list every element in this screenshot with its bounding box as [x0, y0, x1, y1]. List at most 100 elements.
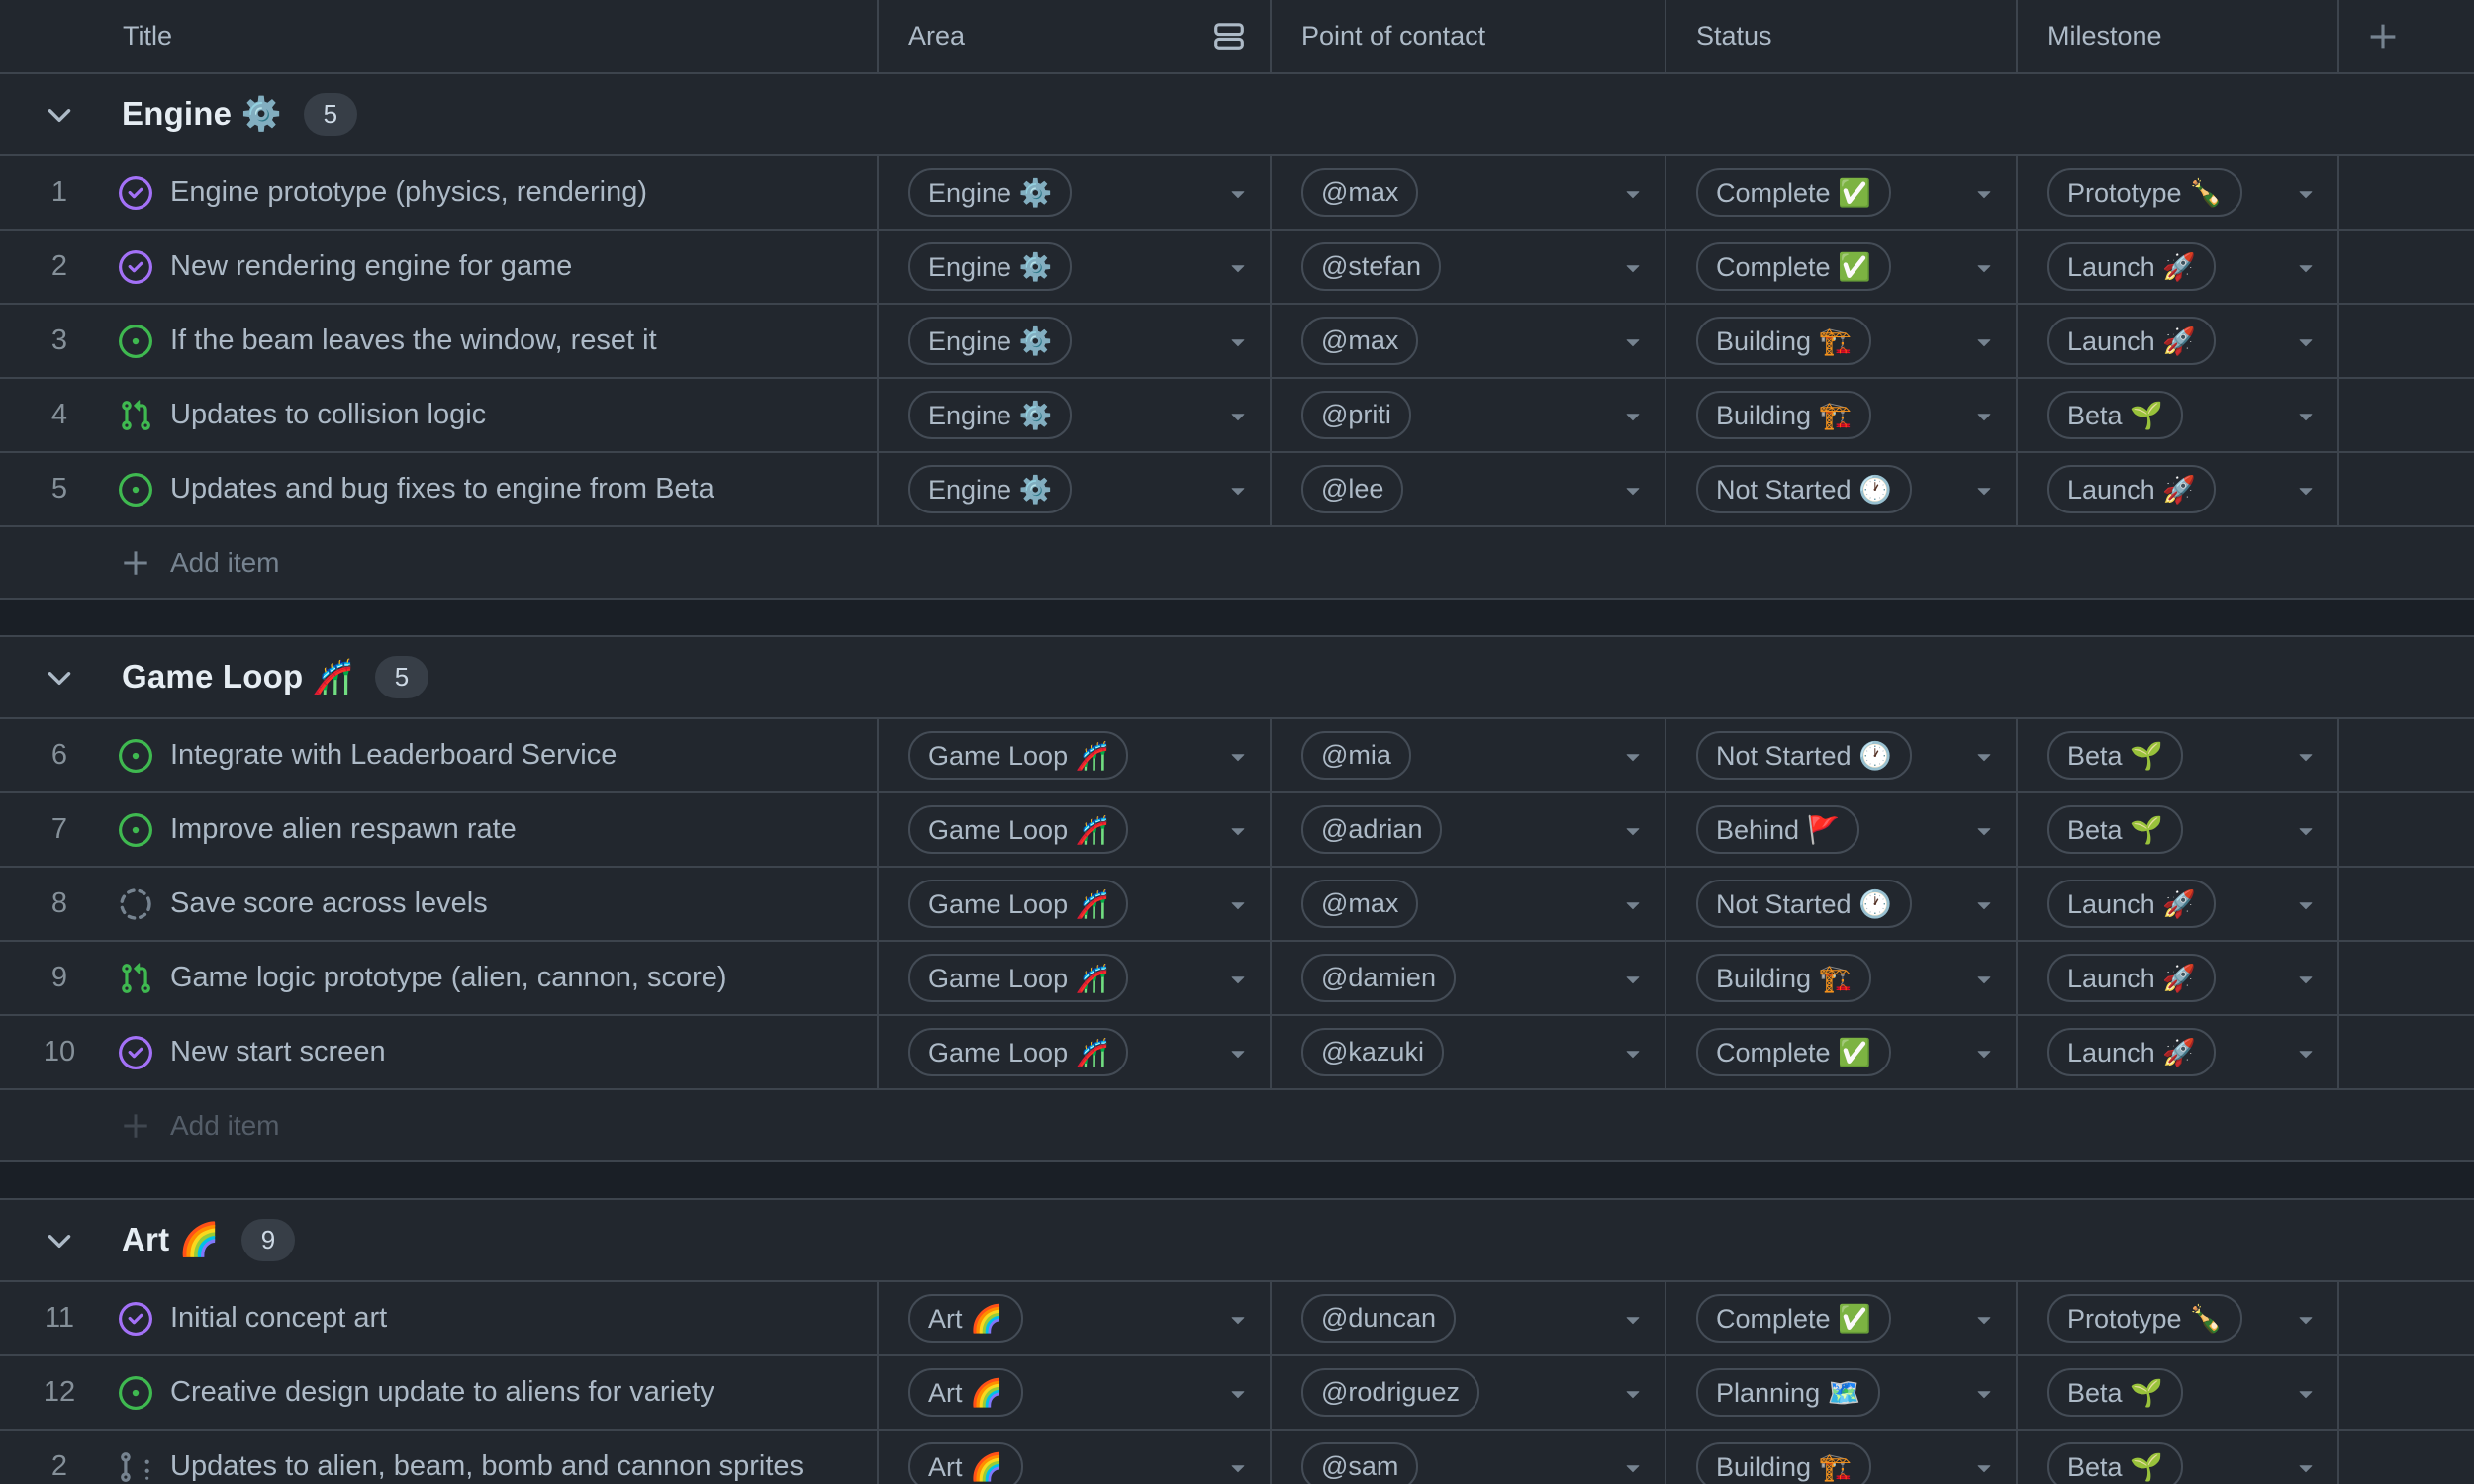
caret-down-icon[interactable]	[1619, 476, 1647, 504]
status-chip[interactable]: Complete ✅	[1696, 242, 1891, 291]
milestone-cell[interactable]: Beta 🌱	[2018, 719, 2339, 791]
milestone-chip[interactable]: Beta 🌱	[2047, 731, 2183, 780]
point-of-contact-cell[interactable]: @max	[1272, 156, 1666, 229]
area-cell[interactable]: Art 🌈	[879, 1431, 1272, 1484]
item-title[interactable]: Engine prototype (physics, rendering)	[170, 176, 647, 208]
milestone-cell[interactable]: Launch 🚀	[2018, 868, 2339, 940]
caret-down-icon[interactable]	[1224, 890, 1252, 918]
item-title[interactable]: Integrate with Leaderboard Service	[170, 739, 618, 771]
add-column-button[interactable]	[2339, 0, 2474, 72]
caret-down-icon[interactable]	[1224, 1453, 1252, 1481]
area-cell[interactable]: Engine ⚙️	[879, 305, 1272, 377]
contact-chip[interactable]: @priti	[1301, 391, 1411, 439]
area-chip[interactable]: Art 🌈	[908, 1368, 1023, 1417]
title-cell[interactable]: 2 Updates to alien, beam, bomb and canno…	[0, 1431, 879, 1484]
point-of-contact-cell[interactable]: @duncan	[1272, 1282, 1666, 1354]
point-of-contact-cell[interactable]: @max	[1272, 305, 1666, 377]
caret-down-icon[interactable]	[1970, 179, 1998, 207]
area-cell[interactable]: Game Loop 🎢	[879, 868, 1272, 940]
chevron-down-icon[interactable]	[43, 661, 76, 695]
group-header[interactable]: Engine ⚙️ 5	[0, 74, 2474, 156]
caret-down-icon[interactable]	[1619, 402, 1647, 429]
column-header-milestone[interactable]: Milestone	[2018, 0, 2339, 72]
point-of-contact-cell[interactable]: @stefan	[1272, 231, 1666, 303]
area-chip[interactable]: Engine ⚙️	[908, 317, 1073, 365]
caret-down-icon[interactable]	[1619, 890, 1647, 918]
item-title[interactable]: Updates to alien, beam, bomb and cannon …	[170, 1450, 805, 1482]
milestone-cell[interactable]: Launch 🚀	[2018, 942, 2339, 1014]
caret-down-icon[interactable]	[2292, 402, 2320, 429]
caret-down-icon[interactable]	[1619, 253, 1647, 281]
title-cell[interactable]: 6 Integrate with Leaderboard Service	[0, 719, 879, 791]
status-cell[interactable]: Complete ✅	[1666, 156, 2018, 229]
caret-down-icon[interactable]	[1224, 742, 1252, 770]
area-cell[interactable]: Engine ⚙️	[879, 453, 1272, 525]
caret-down-icon[interactable]	[2292, 742, 2320, 770]
milestone-chip[interactable]: Beta 🌱	[2047, 391, 2183, 439]
caret-down-icon[interactable]	[1224, 402, 1252, 429]
title-cell[interactable]: 7 Improve alien respawn rate	[0, 793, 879, 866]
caret-down-icon[interactable]	[1970, 965, 1998, 992]
status-cell[interactable]: Planning 🗺️	[1666, 1356, 2018, 1429]
status-cell[interactable]: Behind 🚩	[1666, 793, 2018, 866]
area-cell[interactable]: Engine ⚙️	[879, 156, 1272, 229]
contact-chip[interactable]: @max	[1301, 168, 1419, 217]
title-cell[interactable]: 10 New start screen	[0, 1016, 879, 1088]
column-header-status[interactable]: Status	[1666, 0, 2018, 72]
status-chip[interactable]: Building 🏗️	[1696, 1442, 1872, 1484]
caret-down-icon[interactable]	[1970, 327, 1998, 355]
caret-down-icon[interactable]	[1970, 1379, 1998, 1407]
area-chip[interactable]: Game Loop 🎢	[908, 880, 1129, 928]
caret-down-icon[interactable]	[1224, 179, 1252, 207]
item-title[interactable]: New rendering engine for game	[170, 250, 573, 282]
caret-down-icon[interactable]	[1224, 327, 1252, 355]
caret-down-icon[interactable]	[1619, 816, 1647, 844]
caret-down-icon[interactable]	[1619, 965, 1647, 992]
point-of-contact-cell[interactable]: @damien	[1272, 942, 1666, 1014]
milestone-chip[interactable]: Launch 🚀	[2047, 317, 2216, 365]
caret-down-icon[interactable]	[2292, 179, 2320, 207]
item-title[interactable]: If the beam leaves the window, reset it	[170, 325, 657, 356]
caret-down-icon[interactable]	[1619, 1039, 1647, 1067]
title-cell[interactable]: 12 Creative design update to aliens for …	[0, 1356, 879, 1429]
status-chip[interactable]: Building 🏗️	[1696, 391, 1872, 439]
area-cell[interactable]: Engine ⚙️	[879, 231, 1272, 303]
status-chip[interactable]: Planning 🗺️	[1696, 1368, 1881, 1417]
milestone-cell[interactable]: Launch 🚀	[2018, 231, 2339, 303]
caret-down-icon[interactable]	[1619, 1379, 1647, 1407]
status-cell[interactable]: Not Started 🕐	[1666, 453, 2018, 525]
caret-down-icon[interactable]	[1619, 179, 1647, 207]
caret-down-icon[interactable]	[2292, 1305, 2320, 1333]
title-cell[interactable]: 2 New rendering engine for game	[0, 231, 879, 303]
title-cell[interactable]: 8 Save score across levels	[0, 868, 879, 940]
group-header[interactable]: Art 🌈 9	[0, 1200, 2474, 1282]
item-title[interactable]: Save score across levels	[170, 887, 488, 919]
chevron-down-icon[interactable]	[43, 1224, 76, 1257]
milestone-cell[interactable]: Launch 🚀	[2018, 305, 2339, 377]
caret-down-icon[interactable]	[1970, 742, 1998, 770]
status-chip[interactable]: Behind 🚩	[1696, 805, 1860, 854]
milestone-chip[interactable]: Beta 🌱	[2047, 1442, 2183, 1484]
point-of-contact-cell[interactable]: @lee	[1272, 453, 1666, 525]
status-chip[interactable]: Building 🏗️	[1696, 954, 1872, 1002]
area-chip[interactable]: Art 🌈	[908, 1442, 1023, 1484]
status-cell[interactable]: Complete ✅	[1666, 1282, 2018, 1354]
chevron-down-icon[interactable]	[43, 98, 76, 132]
item-title[interactable]: Creative design update to aliens for var…	[170, 1376, 714, 1408]
caret-down-icon[interactable]	[1224, 476, 1252, 504]
status-cell[interactable]: Building 🏗️	[1666, 379, 2018, 451]
caret-down-icon[interactable]	[1224, 965, 1252, 992]
area-chip[interactable]: Game Loop 🎢	[908, 805, 1129, 854]
status-cell[interactable]: Complete ✅	[1666, 1016, 2018, 1088]
contact-chip[interactable]: @max	[1301, 317, 1419, 365]
milestone-cell[interactable]: Prototype 🍾	[2018, 156, 2339, 229]
milestone-cell[interactable]: Beta 🌱	[2018, 1356, 2339, 1429]
status-chip[interactable]: Not Started 🕐	[1696, 880, 1912, 928]
contact-chip[interactable]: @lee	[1301, 465, 1404, 513]
area-cell[interactable]: Engine ⚙️	[879, 379, 1272, 451]
area-chip[interactable]: Engine ⚙️	[908, 242, 1073, 291]
title-cell[interactable]: 5 Updates and bug fixes to engine from B…	[0, 453, 879, 525]
milestone-cell[interactable]: Launch 🚀	[2018, 453, 2339, 525]
point-of-contact-cell[interactable]: @sam	[1272, 1431, 1666, 1484]
caret-down-icon[interactable]	[1970, 1305, 1998, 1333]
